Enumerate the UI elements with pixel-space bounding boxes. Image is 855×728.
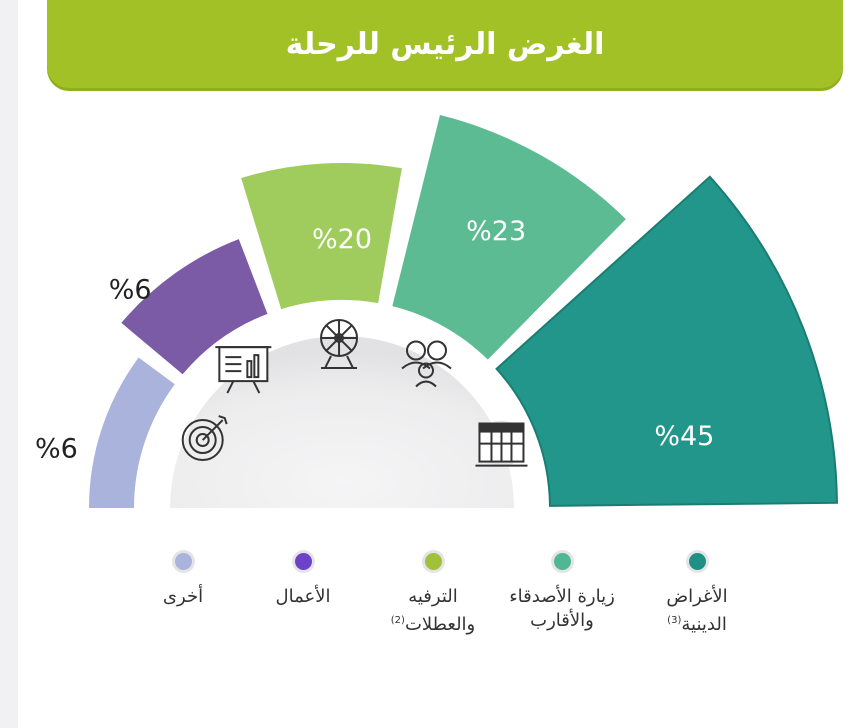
footnote-marker: (2) — [390, 615, 405, 626]
legend-item-leisure: الترفيه والعطلات(2) — [368, 553, 498, 637]
legend-line: الترفيه — [408, 586, 458, 607]
title-banner: الغرض الرئيس للرحلة — [47, 0, 843, 88]
legend-item-other: أخرى — [118, 553, 248, 609]
data-label: %6 — [109, 275, 152, 306]
family-icon — [401, 340, 452, 388]
data-label: %23 — [466, 216, 526, 247]
legend-label: زيارة الأصدقاء والأقارب — [509, 585, 615, 633]
legend-line: زيارة الأصدقاء — [509, 586, 615, 607]
legend-line: الأعمال — [275, 586, 331, 607]
data-label: %20 — [312, 224, 372, 255]
legend-line: والعطلات — [404, 614, 476, 635]
legend-line: أخرى — [162, 586, 204, 607]
legend-label: الأغراض الدينية(3) — [666, 585, 727, 637]
legend-line: الدينية — [681, 614, 727, 635]
legend-item-business: الأعمال — [238, 553, 368, 609]
legend-line: الأغراض — [666, 586, 728, 607]
legend-dot — [424, 553, 442, 570]
legend-dot — [688, 553, 706, 570]
data-label: %45 — [654, 421, 714, 452]
data-label: %6 — [35, 433, 78, 464]
legend-dot — [294, 553, 312, 570]
target-icon — [181, 415, 228, 462]
legend-label: الترفيه والعطلات(2) — [391, 585, 476, 637]
kaaba-icon — [475, 420, 528, 467]
footnote-marker: (3) — [667, 615, 682, 626]
left-margin-strip — [0, 0, 18, 728]
chart-slice — [121, 239, 268, 375]
ferris-wheel-icon — [320, 319, 359, 370]
legend-item-friends-family: زيارة الأصدقاء والأقارب — [497, 553, 627, 633]
legend-dot — [553, 553, 571, 570]
page-title: الغرض الرئيس للرحلة — [285, 26, 605, 62]
presentation-board-icon — [215, 346, 272, 394]
legend-label: الأعمال — [276, 585, 331, 609]
legend-line: والأقارب — [530, 610, 594, 631]
chart-slice — [241, 162, 402, 310]
chart-slice — [89, 357, 175, 508]
legend-dot — [174, 553, 192, 570]
legend-item-religious: الأغراض الدينية(3) — [632, 553, 762, 637]
chart-slice — [495, 175, 838, 507]
chart-slice — [392, 115, 626, 360]
legend-label: أخرى — [163, 585, 203, 609]
